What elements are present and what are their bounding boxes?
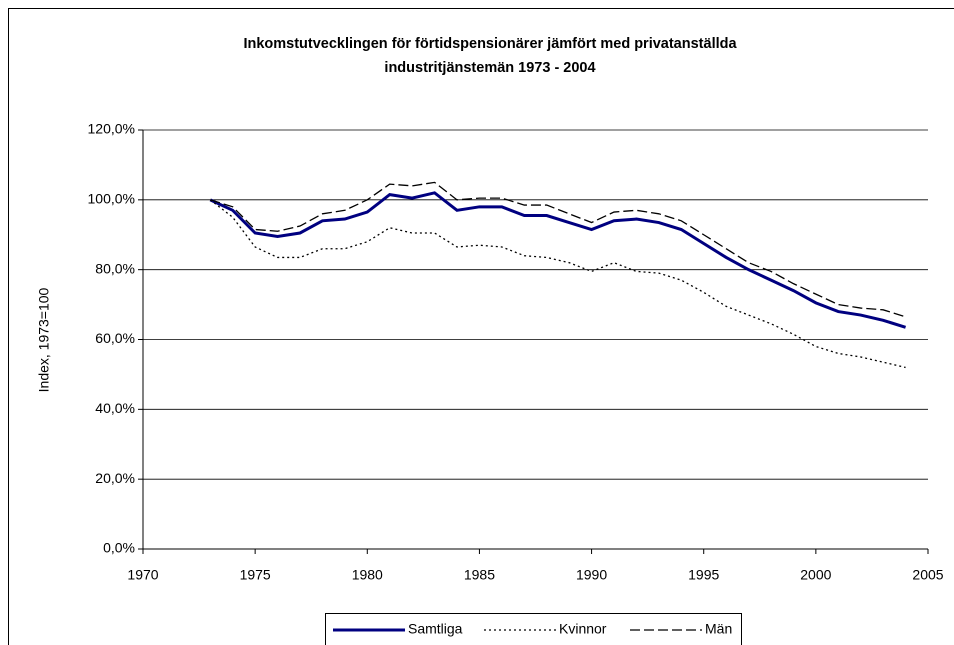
series-line [209,191,907,329]
chart-title: Inkomstutvecklingen för förtidspensionär… [243,36,737,52]
x-tick-label: 2005 [912,567,943,583]
x-tick-label: 1980 [352,567,383,583]
y-tick-label: 20,0% [95,470,135,486]
x-tick-label: 1990 [576,567,607,583]
y-tick-label: 120,0% [88,121,135,137]
chart-title: industritjänstemän 1973 - 2004 [384,60,595,76]
legend-label: Män [705,621,732,637]
x-tick-label: 1995 [688,567,719,583]
y-tick-label: 40,0% [95,400,135,416]
x-tick-label: 1975 [240,567,271,583]
y-tick-label: 100,0% [88,191,135,207]
chart-frame [8,8,954,645]
series-line [210,181,906,318]
legend-label: Kvinnor [559,621,607,637]
y-tick-label: 80,0% [95,260,135,276]
x-tick-label: 2000 [800,567,831,583]
x-tick-label: 1985 [464,567,495,583]
legend-label: Samtliga [408,621,463,637]
y-axis-label: Index, 1973=100 [36,287,52,392]
y-tick-label: 0,0% [103,540,135,556]
x-tick-label: 1970 [127,567,158,583]
y-tick-label: 60,0% [95,330,135,346]
series-line [209,199,906,369]
